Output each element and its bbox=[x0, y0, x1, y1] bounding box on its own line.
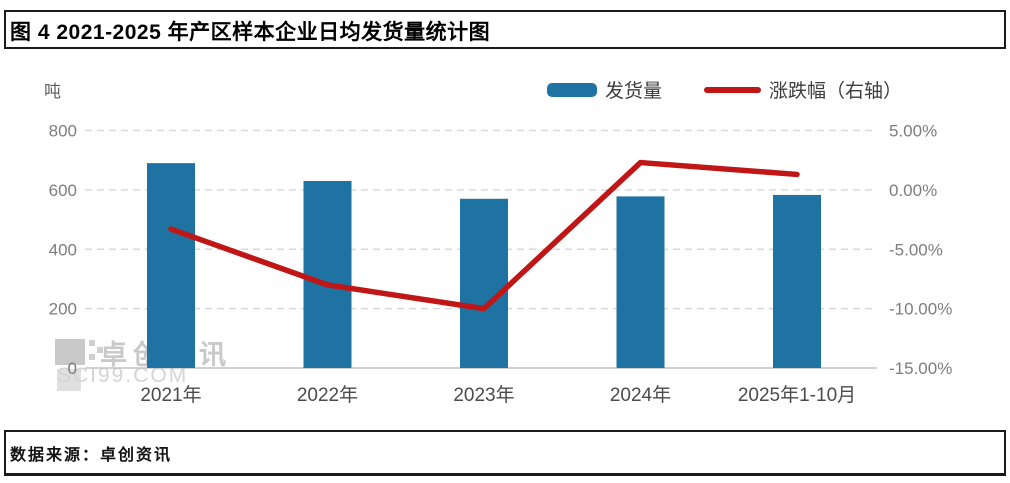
bar-2021年 bbox=[147, 163, 195, 368]
data-source-label: 数据来源：卓创资讯 bbox=[10, 447, 173, 464]
watermark-logo-square bbox=[55, 339, 85, 365]
source-top-rule bbox=[4, 430, 1006, 432]
left-axis-unit-label: 吨 bbox=[44, 82, 61, 101]
title-underline-rule bbox=[4, 47, 1006, 49]
legend-item-shipment-volume: 发货量 bbox=[547, 76, 662, 103]
left-axis-tick-label: 600 bbox=[49, 181, 77, 200]
x-axis-tick-label: 2025年1-10月 bbox=[738, 384, 856, 406]
right-axis-tick-label: -5.00% bbox=[889, 240, 943, 259]
legend: 发货量 涨跌幅（右轴） bbox=[547, 76, 902, 103]
legend-bar-swatch-icon bbox=[547, 82, 597, 97]
title-row-right-border bbox=[1004, 10, 1006, 49]
figure-title: 图 4 2021-2025 年产区样本企业日均发货量统计图 bbox=[10, 21, 491, 44]
x-axis-tick-label: 2023年 bbox=[453, 384, 514, 406]
left-axis-tick-label: 200 bbox=[49, 300, 77, 319]
source-row-right-border bbox=[1004, 430, 1006, 476]
x-axis-tick-label: 2024年 bbox=[610, 384, 671, 406]
right-axis-tick-label: 5.00% bbox=[889, 122, 937, 141]
bar-2024年 bbox=[616, 196, 665, 368]
legend-label-change-rate: 涨跌幅（右轴） bbox=[769, 81, 903, 102]
legend-label-shipment-volume: 发货量 bbox=[605, 81, 663, 102]
left-axis-tick-label: 400 bbox=[49, 240, 77, 259]
trend-line bbox=[168, 159, 800, 312]
bar-2025年1-10月 bbox=[773, 194, 821, 368]
watermark-logo-dot bbox=[97, 347, 103, 353]
watermark-logo-square bbox=[57, 369, 81, 391]
bottom-rule bbox=[4, 473, 1006, 476]
title-row-left-border bbox=[4, 10, 6, 49]
combo-chart: 0 200 400 600 800 -15.00% -10.00% -5.00% 0.00% 5.… bbox=[49, 122, 953, 407]
watermark-site-text: SCI99.COM bbox=[57, 364, 189, 387]
x-axis-tick-label: 2022年 bbox=[297, 384, 358, 406]
legend-item-change-rate: 涨跌幅（右轴） bbox=[704, 76, 902, 103]
left-axis-tick-label: 0 bbox=[68, 359, 77, 378]
source-row-left-border bbox=[4, 430, 6, 476]
x-axis-tick-label: 2021年 bbox=[140, 384, 201, 406]
top-rule bbox=[4, 10, 1006, 12]
bar-2023年 bbox=[460, 198, 508, 368]
watermark-logo-dot bbox=[89, 340, 95, 346]
right-axis-tick-label: -10.00% bbox=[889, 300, 952, 319]
bar-2022年 bbox=[303, 180, 352, 368]
left-axis-tick-label: 800 bbox=[49, 122, 77, 141]
right-axis-tick-label: -15.00% bbox=[889, 359, 952, 378]
watermark-logo-dot bbox=[89, 354, 95, 360]
legend-line-swatch-icon bbox=[704, 86, 762, 93]
right-axis-tick-label: 0.00% bbox=[889, 181, 937, 200]
